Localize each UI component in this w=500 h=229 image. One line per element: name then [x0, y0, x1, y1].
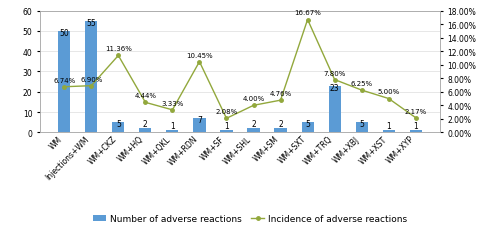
Text: 5: 5: [116, 120, 121, 129]
Bar: [112, 123, 124, 133]
Incidence of adverse reactions: [170, 109, 175, 112]
Incidence of adverse reactions: [278, 99, 283, 102]
Text: 23: 23: [330, 83, 340, 92]
Line: Incidence of adverse reactions: Incidence of adverse reactions: [62, 19, 418, 120]
Text: 11.36%: 11.36%: [105, 46, 132, 52]
Text: 4.76%: 4.76%: [270, 91, 291, 97]
Text: 7: 7: [197, 116, 202, 125]
Text: 6.25%: 6.25%: [350, 81, 372, 87]
Text: 2.17%: 2.17%: [404, 108, 427, 114]
Bar: [328, 86, 340, 133]
Incidence of adverse reactions: [332, 79, 338, 82]
Incidence of adverse reactions: [224, 117, 230, 120]
Incidence of adverse reactions: [386, 98, 392, 101]
Text: 2.08%: 2.08%: [216, 109, 238, 115]
Incidence of adverse reactions: [88, 85, 94, 88]
Bar: [248, 129, 260, 133]
Text: 16.67%: 16.67%: [294, 10, 321, 16]
Text: 2: 2: [143, 119, 148, 128]
Bar: [140, 129, 151, 133]
Incidence of adverse reactions: [62, 86, 68, 89]
Incidence of adverse reactions: [196, 61, 202, 64]
Incidence of adverse reactions: [116, 55, 121, 58]
Text: 6.90%: 6.90%: [80, 76, 102, 82]
Bar: [194, 119, 205, 133]
Incidence of adverse reactions: [304, 19, 310, 22]
Incidence of adverse reactions: [250, 104, 256, 107]
Text: 2: 2: [278, 119, 283, 128]
Text: 3.33%: 3.33%: [161, 100, 184, 106]
Bar: [58, 32, 70, 133]
Text: 6.74%: 6.74%: [53, 77, 76, 83]
Bar: [302, 123, 314, 133]
Incidence of adverse reactions: [358, 89, 364, 92]
Text: 7.80%: 7.80%: [324, 70, 346, 76]
Bar: [410, 131, 422, 133]
Text: 1: 1: [224, 121, 229, 130]
Text: 1: 1: [386, 121, 391, 130]
Text: 1: 1: [170, 121, 175, 130]
Bar: [85, 22, 98, 133]
Bar: [220, 131, 232, 133]
Text: 2: 2: [251, 119, 256, 128]
Text: 4.44%: 4.44%: [134, 93, 156, 99]
Text: 5: 5: [359, 120, 364, 129]
Incidence of adverse reactions: [142, 101, 148, 104]
Text: 4.00%: 4.00%: [242, 96, 264, 102]
Bar: [382, 131, 395, 133]
Text: 10.45%: 10.45%: [186, 52, 213, 58]
Bar: [166, 131, 178, 133]
Text: 5.00%: 5.00%: [378, 89, 400, 95]
Incidence of adverse reactions: [412, 117, 418, 120]
Bar: [274, 129, 286, 133]
Text: 5: 5: [305, 120, 310, 129]
Text: 50: 50: [60, 29, 69, 38]
Legend: Number of adverse reactions, Incidence of adverse reactions: Number of adverse reactions, Incidence o…: [90, 211, 410, 227]
Bar: [356, 123, 368, 133]
Text: 55: 55: [86, 19, 96, 28]
Text: 1: 1: [414, 121, 418, 130]
